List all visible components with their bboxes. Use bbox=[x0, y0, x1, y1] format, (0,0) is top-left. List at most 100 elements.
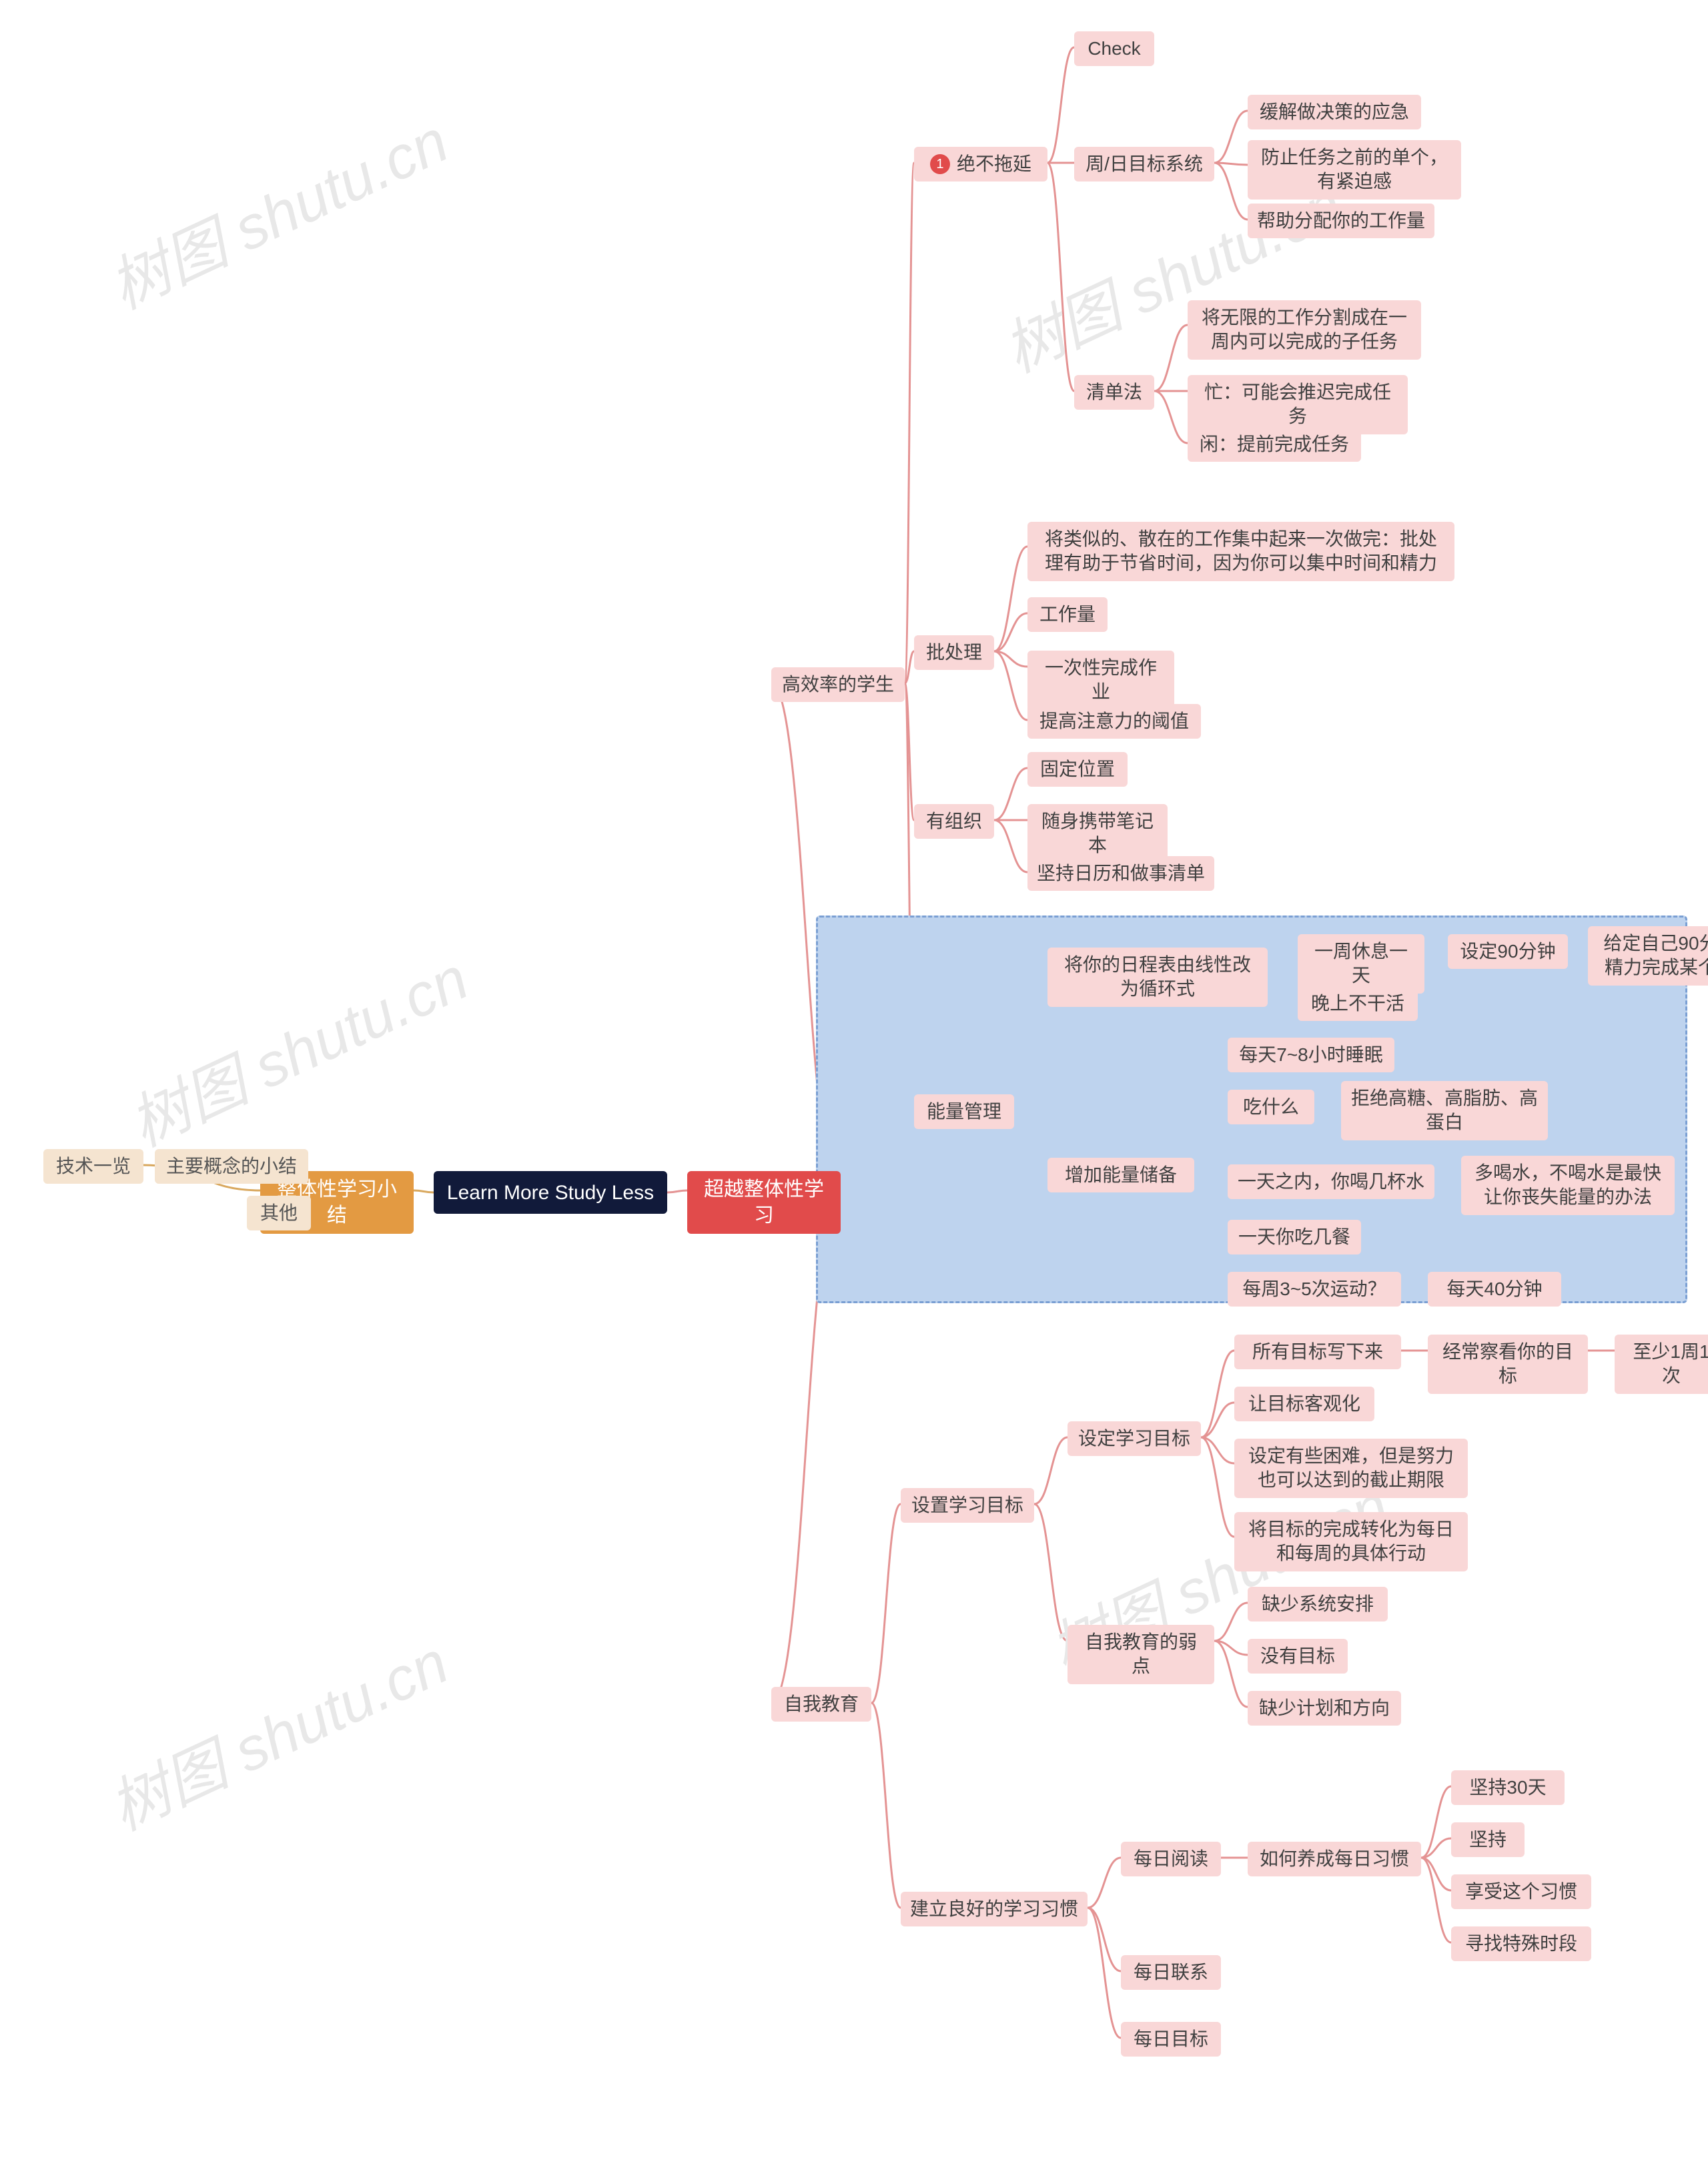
node-list1[interactable]: 将无限的工作分割成在一周内可以完成的子任务 bbox=[1188, 300, 1421, 360]
edge bbox=[994, 820, 1027, 872]
node-label: 将你的日程表由线性改为循环式 bbox=[1057, 953, 1258, 1002]
node-label: 每周3~5次运动？ bbox=[1242, 1277, 1386, 1301]
node-g1[interactable]: 所有目标写下来 bbox=[1234, 1335, 1401, 1369]
node-label: 一周休息一天 bbox=[1307, 940, 1415, 988]
edge bbox=[905, 683, 914, 820]
node-root[interactable]: Learn More Study Less bbox=[434, 1171, 667, 1214]
node-gweak[interactable]: 自我教育的弱点 bbox=[1068, 1625, 1214, 1684]
node-label: 闲：提前完成任务 bbox=[1200, 432, 1349, 456]
node-rest1[interactable]: 一周休息一天 bbox=[1298, 934, 1424, 994]
node-batch[interactable]: 批处理 bbox=[914, 635, 994, 670]
node-label: 高效率的学生 bbox=[782, 673, 894, 697]
node-org3[interactable]: 坚持日历和做事清单 bbox=[1027, 856, 1214, 891]
node-label: 自我教育 bbox=[784, 1692, 859, 1716]
node-list[interactable]: 清单法 bbox=[1074, 375, 1154, 410]
node-en_cycle[interactable]: 将你的日程表由线性改为循环式 bbox=[1047, 948, 1268, 1007]
edge bbox=[1421, 1786, 1451, 1858]
node-w2[interactable]: 没有目标 bbox=[1248, 1639, 1348, 1674]
node-habit[interactable]: 建立良好的学习习惯 bbox=[901, 1892, 1088, 1926]
node-label: 给定自己90分钟，集中精力完成某个学习任务 bbox=[1597, 932, 1708, 980]
node-focus90[interactable]: 给定自己90分钟，集中精力完成某个学习任务 bbox=[1588, 926, 1708, 986]
node-label: 建立良好的学习习惯 bbox=[910, 1897, 1078, 1921]
edge bbox=[1154, 391, 1188, 443]
node-batch2[interactable]: 工作量 bbox=[1027, 597, 1108, 632]
node-eff[interactable]: 高效率的学生 bbox=[771, 667, 905, 702]
node-self[interactable]: 自我教育 bbox=[771, 1687, 871, 1722]
node-meals[interactable]: 一天你吃几餐 bbox=[1228, 1220, 1361, 1254]
node-h_contact[interactable]: 每日联系 bbox=[1121, 1955, 1221, 1990]
node-label: 随身携带笔记本 bbox=[1037, 809, 1158, 858]
node-org[interactable]: 有组织 bbox=[914, 804, 994, 839]
node-h_goal[interactable]: 每日目标 bbox=[1121, 2022, 1221, 2057]
node-label: 绝不拖延 bbox=[957, 152, 1031, 176]
node-right_main[interactable]: 超越整体性学习 bbox=[687, 1171, 841, 1234]
node-batch1[interactable]: 将类似的、散在的工作集中起来一次做完：批处理有助于节省时间，因为你可以集中时间和… bbox=[1027, 522, 1454, 581]
node-label: 增加能量储备 bbox=[1065, 1163, 1177, 1187]
node-label: 享受这个习惯 bbox=[1465, 1880, 1577, 1904]
edge bbox=[414, 1190, 434, 1192]
node-hh1[interactable]: 坚持30天 bbox=[1451, 1770, 1565, 1805]
node-water1[interactable]: 多喝水，不喝水是最快让你丧失能量的办法 bbox=[1461, 1156, 1675, 1215]
edge bbox=[1214, 163, 1248, 220]
node-label: 设置学习目标 bbox=[911, 1493, 1023, 1517]
edge bbox=[994, 613, 1027, 651]
node-label: 设定学习目标 bbox=[1078, 1427, 1190, 1451]
edge bbox=[1088, 1908, 1121, 2038]
edge bbox=[905, 651, 914, 683]
edge bbox=[1214, 1641, 1248, 1655]
node-h_how[interactable]: 如何养成每日习惯 bbox=[1248, 1842, 1421, 1876]
edge bbox=[1201, 1437, 1234, 1463]
node-w1[interactable]: 缺少系统安排 bbox=[1248, 1587, 1388, 1621]
node-label: 主要概念的小结 bbox=[166, 1154, 297, 1178]
node-g1a[interactable]: 经常察看你的目标 bbox=[1428, 1335, 1588, 1394]
node-wd[interactable]: 周/日目标系统 bbox=[1074, 147, 1214, 182]
node-water[interactable]: 一天之内，你喝几杯水 bbox=[1228, 1164, 1434, 1199]
node-label: 所有目标写下来 bbox=[1252, 1340, 1383, 1364]
node-l1[interactable]: 技术一览 bbox=[43, 1149, 143, 1184]
node-wd1[interactable]: 缓解做决策的应急 bbox=[1248, 95, 1421, 129]
node-hh4[interactable]: 寻找特殊时段 bbox=[1451, 1926, 1591, 1961]
node-label: 一天之内，你喝几杯水 bbox=[1238, 1170, 1424, 1194]
node-g1b[interactable]: 至少1周1次 bbox=[1615, 1335, 1708, 1394]
node-sport[interactable]: 每周3~5次运动？ bbox=[1228, 1272, 1401, 1307]
node-label: 晚上不干活 bbox=[1311, 992, 1404, 1016]
node-nopro[interactable]: 1绝不拖延 bbox=[914, 147, 1047, 182]
node-batch4[interactable]: 提高注意力的阈值 bbox=[1027, 704, 1201, 739]
node-l3[interactable]: 其他 bbox=[247, 1196, 311, 1230]
node-label: 吃什么 bbox=[1243, 1095, 1299, 1119]
node-w3[interactable]: 缺少计划和方向 bbox=[1248, 1691, 1401, 1726]
node-hh2[interactable]: 坚持 bbox=[1451, 1822, 1525, 1857]
node-eat1[interactable]: 拒绝高糖、高脂肪、高蛋白 bbox=[1341, 1081, 1548, 1140]
node-org2[interactable]: 随身携带笔记本 bbox=[1027, 804, 1168, 863]
node-wd2[interactable]: 防止任务之前的单个，有紧迫感 bbox=[1248, 140, 1461, 200]
node-set90[interactable]: 设定90分钟 bbox=[1448, 934, 1568, 969]
node-label: 让目标客观化 bbox=[1248, 1392, 1360, 1416]
node-label: 提高注意力的阈值 bbox=[1039, 709, 1189, 733]
node-hh3[interactable]: 享受这个习惯 bbox=[1451, 1874, 1591, 1909]
node-wd3[interactable]: 帮助分配你的工作量 bbox=[1248, 204, 1434, 238]
node-sleep[interactable]: 每天7~8小时睡眠 bbox=[1228, 1038, 1394, 1072]
node-g2[interactable]: 让目标客观化 bbox=[1234, 1387, 1374, 1421]
node-en_store[interactable]: 增加能量储备 bbox=[1047, 1158, 1194, 1192]
node-check[interactable]: Check bbox=[1074, 31, 1154, 66]
node-goal[interactable]: 设置学习目标 bbox=[901, 1488, 1034, 1523]
node-label: 没有目标 bbox=[1260, 1644, 1335, 1668]
node-sport1[interactable]: 每天40分钟 bbox=[1428, 1272, 1561, 1307]
node-gset[interactable]: 设定学习目标 bbox=[1068, 1421, 1201, 1456]
node-eat[interactable]: 吃什么 bbox=[1228, 1090, 1314, 1124]
node-g3[interactable]: 设定有些困难，但是努力也可以达到的截止期限 bbox=[1234, 1439, 1468, 1498]
node-list2[interactable]: 忙：可能会推迟完成任务 bbox=[1188, 375, 1408, 434]
node-list3[interactable]: 闲：提前完成任务 bbox=[1188, 427, 1361, 462]
node-label: 有组织 bbox=[926, 809, 982, 833]
node-energy[interactable]: 能量管理 bbox=[914, 1094, 1014, 1129]
node-g4[interactable]: 将目标的完成转化为每日和每周的具体行动 bbox=[1234, 1512, 1468, 1571]
node-batch3[interactable]: 一次性完成作业 bbox=[1027, 651, 1174, 710]
node-h_read[interactable]: 每日阅读 bbox=[1121, 1842, 1221, 1876]
edge bbox=[871, 1703, 901, 1908]
node-label: Learn More Study Less bbox=[447, 1180, 654, 1206]
node-l2[interactable]: 主要概念的小结 bbox=[155, 1149, 308, 1184]
edge bbox=[994, 651, 1027, 667]
node-rest2[interactable]: 晚上不干活 bbox=[1298, 986, 1418, 1021]
node-label: 周/日目标系统 bbox=[1086, 152, 1203, 176]
node-org1[interactable]: 固定位置 bbox=[1027, 752, 1128, 787]
